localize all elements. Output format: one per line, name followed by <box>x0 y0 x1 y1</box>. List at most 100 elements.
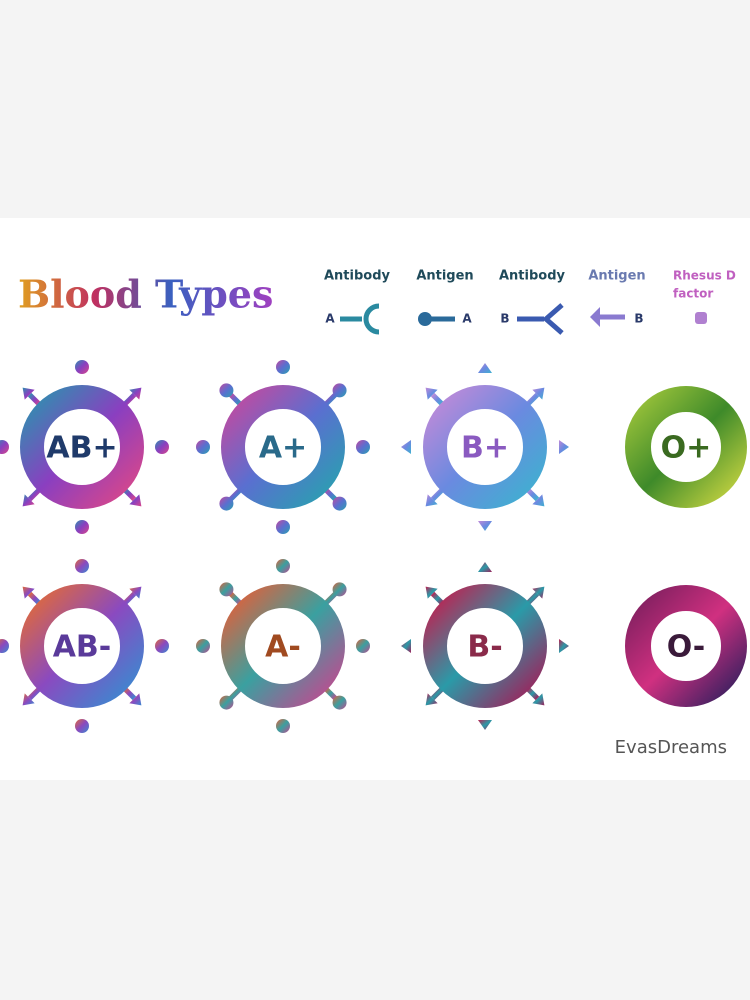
cell-label: AB- <box>53 630 112 665</box>
antigen-arrow <box>401 440 411 454</box>
antigen-knob <box>332 496 347 511</box>
signature: EvasDreams <box>615 737 727 758</box>
antigen-arrow <box>425 586 438 599</box>
cell-label: A- <box>265 630 301 665</box>
antigen-stem <box>525 487 540 502</box>
antigen-arrow <box>401 639 411 653</box>
legend-label: Antigen <box>588 269 645 284</box>
antigen-knob <box>196 639 210 653</box>
antigen-arrow <box>129 387 142 400</box>
antigen-stem <box>323 591 338 606</box>
antigen-knob <box>0 639 9 653</box>
antigen-arrow <box>532 494 545 507</box>
antigen-knob <box>356 440 370 454</box>
antigen-arrow <box>532 586 545 599</box>
icon <box>542 303 564 335</box>
cell-ring <box>625 585 747 707</box>
antigen-stem <box>228 487 243 502</box>
antigen-stem <box>122 686 137 701</box>
cell-label: O+ <box>661 431 712 466</box>
legend-label: Rhesus D <box>673 269 736 283</box>
antigen-arrow <box>425 387 438 400</box>
antigen-arrow <box>22 586 35 599</box>
cell-label: AB+ <box>46 431 117 466</box>
antigen-arrow <box>478 521 492 531</box>
antigen-knob <box>0 440 9 454</box>
antigen-arrow <box>532 387 545 400</box>
antigen-knob <box>276 559 290 573</box>
antigen-knob <box>356 639 370 653</box>
antigen-knob <box>155 639 169 653</box>
antigen-knob <box>276 719 290 733</box>
cell-ring <box>221 584 345 708</box>
antigen-stem <box>525 392 540 407</box>
antigen-stem <box>228 686 243 701</box>
antigen-stem <box>323 487 338 502</box>
icon <box>418 312 432 326</box>
antigen-stem <box>228 392 243 407</box>
antigen-arrow <box>425 693 438 706</box>
legend-letter: A <box>462 312 472 326</box>
antigen-knob <box>75 559 89 573</box>
antigen-arrow <box>478 562 492 572</box>
antigen-arrow <box>532 693 545 706</box>
legend-letter: B <box>634 312 643 326</box>
antigen-arrow <box>129 586 142 599</box>
antigen-stem <box>228 591 243 606</box>
antigen-knob <box>75 360 89 374</box>
antigen-arrow <box>22 494 35 507</box>
antigen-stem <box>430 392 445 407</box>
antigen-knob <box>219 582 234 597</box>
antigen-stem <box>430 487 445 502</box>
antigen-stem <box>122 487 137 502</box>
antigen-knob <box>75 719 89 733</box>
rhesus-icon <box>695 312 707 324</box>
cell-label: B- <box>467 630 502 665</box>
cell-label: A+ <box>259 431 307 466</box>
cell-label: B+ <box>461 431 509 466</box>
antigen-arrow <box>559 639 569 653</box>
title: Blood Types <box>18 272 273 317</box>
antigen-arrow <box>559 440 569 454</box>
antigen-stem <box>525 591 540 606</box>
cell-label: O- <box>667 630 706 665</box>
cell-ring <box>423 385 547 509</box>
legend-label: Antibody <box>499 269 566 284</box>
cell-ring <box>625 386 747 508</box>
antigen-stem <box>430 686 445 701</box>
antigen-knob <box>332 695 347 710</box>
antigen-knob <box>219 695 234 710</box>
antigen-stem <box>323 392 338 407</box>
antigen-stem <box>323 686 338 701</box>
antigen-knob <box>75 520 89 534</box>
icon <box>363 303 380 335</box>
cell-ring <box>20 584 144 708</box>
antigen-stem <box>122 591 137 606</box>
antigen-stem <box>122 392 137 407</box>
antigen-knob <box>155 440 169 454</box>
antigen-stem <box>27 686 42 701</box>
antigen-stem <box>27 392 42 407</box>
antigen-knob <box>332 383 347 398</box>
antigen-arrow <box>425 494 438 507</box>
antigen-knob <box>332 582 347 597</box>
antigen-arrow <box>22 387 35 400</box>
antigen-stem <box>27 487 42 502</box>
antigen-arrow <box>478 720 492 730</box>
legend-letter: A <box>325 312 335 326</box>
antigen-stem <box>525 686 540 701</box>
cell-ring <box>20 385 144 509</box>
legend-label: Antigen <box>416 269 473 284</box>
antigen-knob <box>276 360 290 374</box>
antigen-knob <box>196 440 210 454</box>
icon <box>590 307 600 327</box>
legend-letter: B <box>500 312 509 326</box>
antigen-stem <box>27 591 42 606</box>
antigen-knob <box>219 496 234 511</box>
antigen-stem <box>430 591 445 606</box>
antigen-arrow <box>22 693 35 706</box>
antigen-arrow <box>129 693 142 706</box>
antigen-arrow <box>478 363 492 373</box>
